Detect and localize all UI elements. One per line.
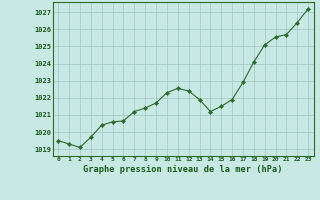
X-axis label: Graphe pression niveau de la mer (hPa): Graphe pression niveau de la mer (hPa) [84, 165, 283, 174]
